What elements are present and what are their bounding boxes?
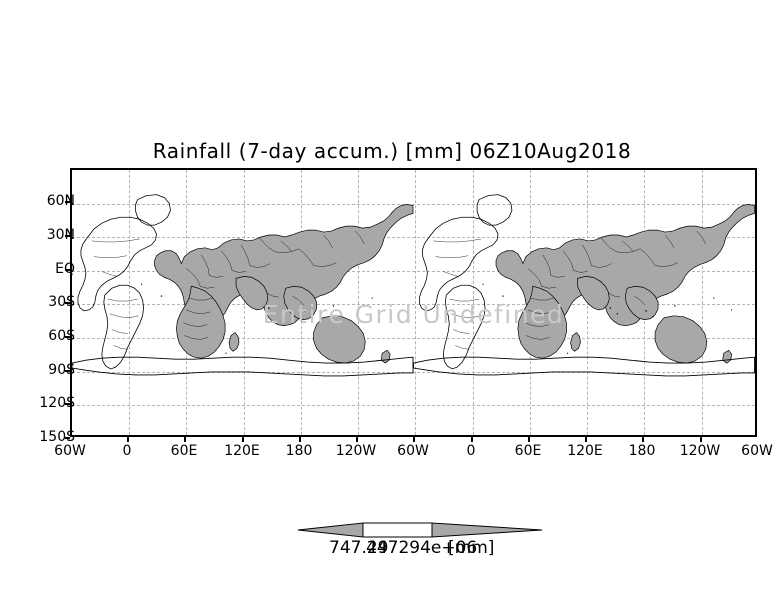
colorbar-label-right: 447294e+06 [366, 538, 478, 558]
colorbar-label-left: 747.29 [329, 538, 389, 558]
x-axis-label: 0 [466, 443, 476, 459]
x-axis-label: 120W [679, 443, 721, 459]
colorbar [295, 514, 545, 546]
gridline-horizontal [72, 204, 755, 205]
y-axis-label: 90S [48, 362, 75, 378]
page-title: Rainfall (7-day accum.) [mm] 06Z10Aug201… [152, 139, 632, 163]
x-axis-label: 60W [397, 443, 429, 459]
x-axis-label: 120W [335, 443, 377, 459]
gridline-horizontal [72, 338, 755, 339]
y-tick [65, 235, 70, 237]
x-axis-label: 60E [514, 443, 542, 459]
x-axis-label: 180 [285, 443, 313, 459]
x-axis-label: 120E [224, 443, 260, 459]
map-plot-area: Entire Grid Undefined [70, 168, 757, 437]
y-tick [65, 403, 70, 405]
world-map [72, 194, 755, 377]
y-tick [65, 269, 70, 271]
y-axis-label: 30S [48, 294, 75, 310]
colorbar-graphic [297, 522, 543, 538]
y-axis-label: 60S [48, 328, 75, 344]
colorbar-extend-right [431, 522, 543, 538]
x-axis-label: 60E [170, 443, 198, 459]
x-tick [184, 437, 186, 442]
y-axis-label: 120S [39, 395, 75, 411]
gridline-vertical [415, 170, 416, 435]
x-axis-label: 0 [122, 443, 132, 459]
y-tick [65, 201, 70, 203]
x-tick [700, 437, 702, 442]
y-axis-label: EQ [55, 261, 75, 277]
gridline-horizontal [72, 405, 755, 406]
x-tick [413, 437, 415, 442]
colorbar-tick-labels: 747.29 447294e+06 [mm] [0, 538, 784, 562]
gridline-horizontal [72, 304, 755, 305]
gridline-vertical [702, 170, 703, 435]
gridline-vertical [244, 170, 245, 435]
x-tick [356, 437, 358, 442]
gridline-vertical [129, 170, 130, 435]
y-axis-label: 60N [46, 193, 75, 209]
gridline-horizontal [72, 271, 755, 272]
x-tick [127, 437, 129, 442]
y-tick [65, 370, 70, 372]
x-tick [528, 437, 530, 442]
gridline-horizontal [72, 372, 755, 373]
y-tick [65, 437, 70, 439]
colorbar-extend-left [297, 522, 364, 538]
y-tick [65, 336, 70, 338]
x-axis-label: 60W [741, 443, 773, 459]
x-axis-label: 120E [567, 443, 603, 459]
colorbar-unit-label: [mm] [448, 538, 495, 558]
gridline-vertical [358, 170, 359, 435]
y-axis-label: 150S [39, 429, 75, 445]
x-tick [471, 437, 473, 442]
gridline-vertical [473, 170, 474, 435]
x-axis-label: 180 [628, 443, 656, 459]
x-tick [299, 437, 301, 442]
colorbar-segment-center [362, 522, 433, 538]
x-tick [585, 437, 587, 442]
x-axis-label: 60W [54, 443, 86, 459]
y-tick [65, 302, 70, 304]
gridline-horizontal [72, 237, 755, 238]
x-tick [242, 437, 244, 442]
y-axis-label: 30N [46, 227, 75, 243]
x-tick [642, 437, 644, 442]
